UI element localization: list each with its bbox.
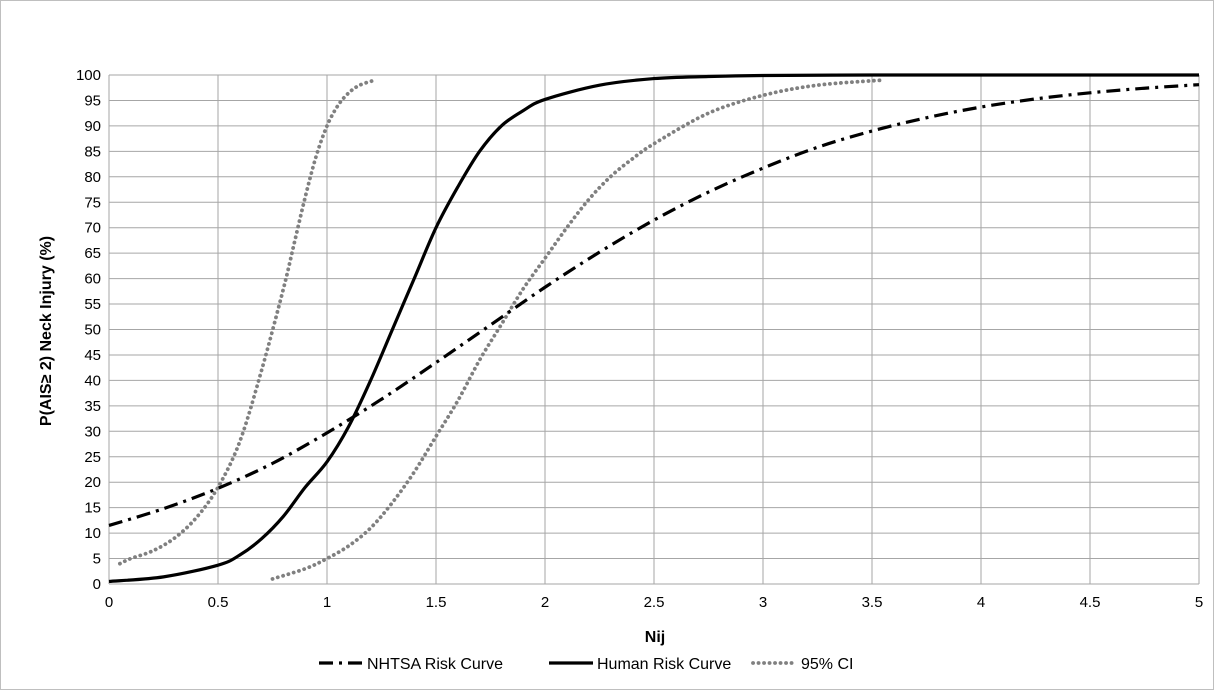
y-tick-label: 80 [84, 169, 101, 186]
y-tick-label: 70 [84, 220, 101, 237]
y-tick-label: 95 [84, 92, 101, 109]
x-tick-label: 1 [323, 594, 331, 611]
x-tick-label: 0 [105, 594, 113, 611]
x-tick-label: 5 [1195, 594, 1203, 611]
series-line-ci [118, 78, 377, 566]
y-tick-label: 75 [84, 194, 101, 211]
y-tick-label: 20 [84, 474, 101, 491]
y-axis-title: P(AIS≥ 2) Neck Injury (%) [38, 236, 55, 426]
x-tick-label: 4.5 [1080, 594, 1101, 611]
grid [108, 74, 1200, 585]
y-tick-label: 100 [76, 67, 101, 84]
y-tick-label: 10 [84, 525, 101, 542]
y-tick-label: 40 [84, 372, 101, 389]
legend: NHTSA Risk Curve Human Risk Curve 95% CI [319, 656, 853, 673]
x-tick-label: 4 [977, 594, 985, 611]
y-tick-label: 45 [84, 347, 101, 364]
y-tick-label: 25 [84, 449, 101, 466]
legend-label: Human Risk Curve [597, 656, 731, 673]
y-tick-label: 85 [84, 143, 101, 160]
series-layer [108, 73, 1200, 584]
y-tick-label: 0 [93, 576, 101, 593]
x-tick-label: 3.5 [862, 594, 883, 611]
y-tick-label: 35 [84, 398, 101, 415]
y-tick-labels: 0 5 10 15 20 25 30 35 40 45 50 55 60 65 70 75 80 85 90 95 10… [76, 67, 101, 593]
x-tick-label: 3 [759, 594, 767, 611]
x-tick-label: 1.5 [426, 594, 447, 611]
y-tick-label: 55 [84, 296, 101, 313]
y-tick-label: 60 [84, 271, 101, 288]
legend-label: 95% CI [801, 656, 853, 673]
x-tick-label: 0.5 [208, 594, 229, 611]
x-tick-label: 2 [541, 594, 549, 611]
series-line-nhtsa [108, 83, 1200, 527]
series-line-ci [270, 78, 885, 581]
y-tick-label: 50 [84, 322, 101, 339]
series-line-human [108, 73, 1199, 584]
legend-label: NHTSA Risk Curve [367, 656, 503, 673]
y-tick-label: 90 [84, 118, 101, 135]
y-tick-label: 5 [93, 551, 101, 568]
y-tick-label: 65 [84, 245, 101, 262]
y-tick-label: 15 [84, 500, 101, 517]
x-tick-labels: 0 0.5 1 1.5 2 2.5 3 3.5 4 4.5 5 [105, 594, 1203, 611]
x-tick-label: 2.5 [644, 594, 665, 611]
x-axis-title: Nij [645, 629, 665, 646]
y-tick-label: 30 [84, 423, 101, 440]
